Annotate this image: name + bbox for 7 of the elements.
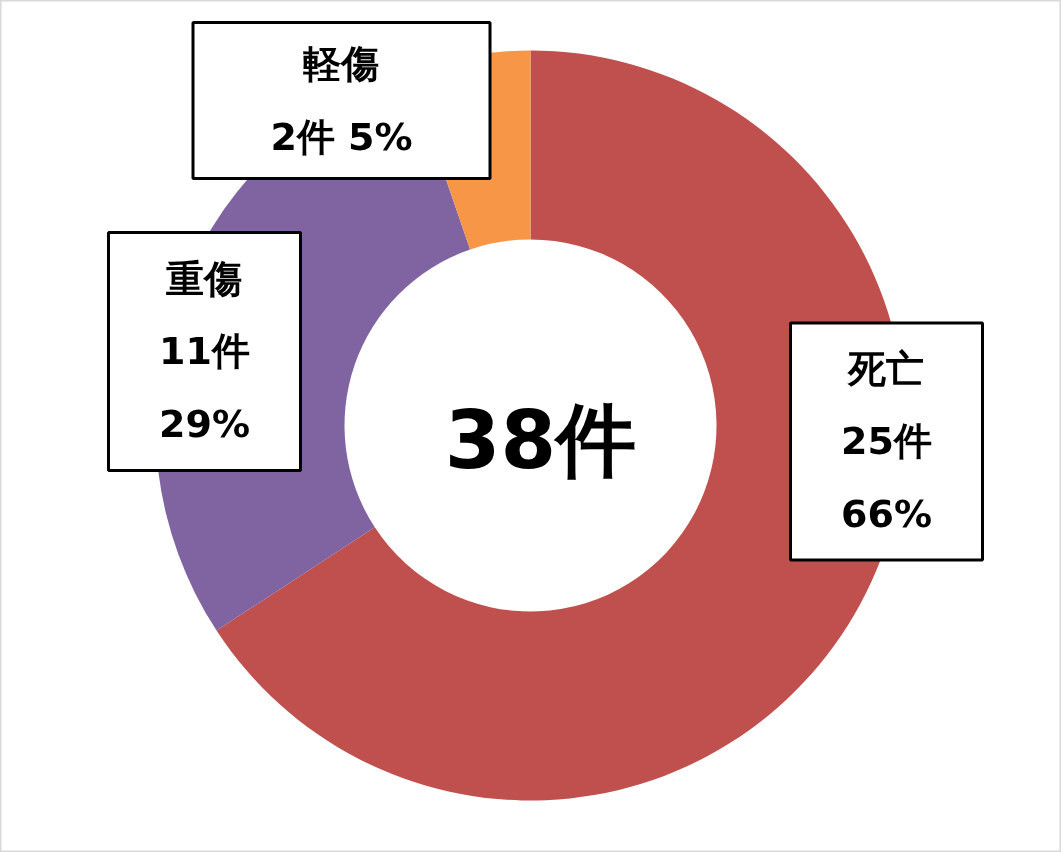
data-label: 2件 5% xyxy=(270,114,413,159)
data-label: 11件 29% xyxy=(159,329,250,447)
text: 38件 xyxy=(444,394,637,487)
slice-label: 軽傷 xyxy=(303,42,380,87)
data-label: 25件 66% xyxy=(841,419,932,537)
slice-label: 死亡 xyxy=(847,346,925,391)
slice-label: 重傷 xyxy=(166,256,243,301)
